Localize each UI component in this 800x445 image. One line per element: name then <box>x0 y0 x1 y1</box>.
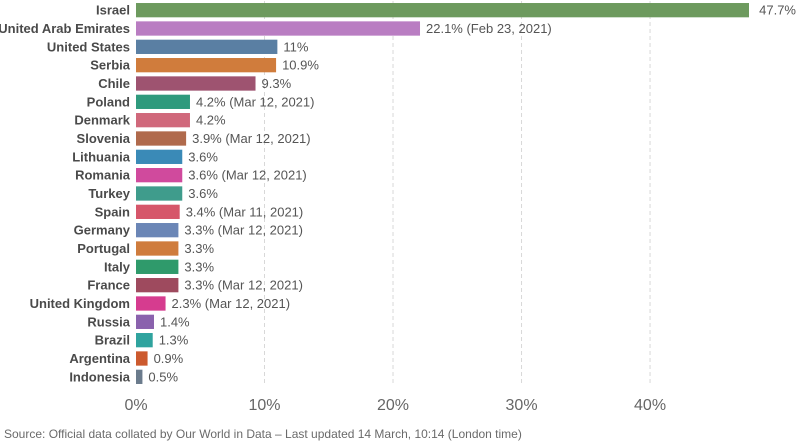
bar <box>136 113 190 128</box>
x-tick-label: 30% <box>506 397 538 414</box>
x-tick-label: 20% <box>377 397 409 414</box>
bar <box>136 186 183 201</box>
bar <box>136 278 179 293</box>
bar <box>136 76 256 91</box>
category-label: Turkey <box>88 186 130 201</box>
bar <box>136 3 749 18</box>
category-label: United Arab Emirates <box>0 21 130 36</box>
category-label: Poland <box>87 94 130 109</box>
bar <box>136 21 421 36</box>
bar <box>136 296 166 311</box>
value-label: 3.4% (Mar 11, 2021) <box>186 204 304 219</box>
bar <box>136 223 179 238</box>
bar <box>136 259 179 274</box>
bar <box>136 58 277 73</box>
bars <box>136 3 749 384</box>
value-label: 47.7% <box>759 3 796 18</box>
value-label: 3.3% (Mar 12, 2021) <box>184 278 303 293</box>
x-tick-label: 0% <box>124 397 147 414</box>
value-label: 3.3% <box>184 259 214 274</box>
source-note: Source: Official data collated by Our Wo… <box>4 427 522 441</box>
category-label: Italy <box>104 259 131 274</box>
category-label: Denmark <box>74 113 130 128</box>
bar <box>136 333 153 348</box>
value-label: 3.3% <box>184 241 214 256</box>
category-label: Argentina <box>69 351 130 366</box>
bar <box>136 94 190 109</box>
category-label: United States <box>47 39 130 54</box>
category-label: Chile <box>98 76 130 91</box>
x-tick-label: 40% <box>634 397 666 414</box>
gridlines <box>264 1 651 386</box>
category-label: France <box>87 278 130 293</box>
value-label: 10.9% <box>282 58 319 73</box>
value-label: 0.9% <box>154 351 184 366</box>
bar <box>136 149 183 164</box>
bar <box>136 351 148 366</box>
category-label: Spain <box>95 204 130 219</box>
bar <box>136 241 179 256</box>
value-label: 3.9% (Mar 12, 2021) <box>192 131 311 146</box>
value-label: 4.2% <box>196 113 226 128</box>
value-label: 11% <box>283 39 308 54</box>
category-label: Germany <box>74 223 131 238</box>
category-label: Portugal <box>77 241 130 256</box>
bar <box>136 131 187 146</box>
value-label: 9.3% <box>262 76 292 91</box>
category-label: Serbia <box>90 58 131 73</box>
value-label: 3.6% (Mar 12, 2021) <box>188 168 307 183</box>
value-label: 3.3% (Mar 12, 2021) <box>184 223 303 238</box>
value-label: 3.6% <box>188 186 218 201</box>
category-label: United Kingdom <box>30 296 130 311</box>
value-label: 4.2% (Mar 12, 2021) <box>196 94 315 109</box>
value-label: 1.3% <box>159 333 189 348</box>
category-label: Israel <box>96 3 130 18</box>
value-label: 2.3% (Mar 12, 2021) <box>172 296 291 311</box>
value-label: 1.4% <box>160 314 190 329</box>
x-tick-label: 10% <box>248 397 280 414</box>
category-label: Slovenia <box>77 131 131 146</box>
category-label: Russia <box>87 314 130 329</box>
value-label: 3.6% <box>188 149 218 164</box>
bar <box>136 204 180 219</box>
bar <box>136 168 183 183</box>
category-label: Lithuania <box>72 149 131 164</box>
bar <box>136 39 278 54</box>
bar <box>136 369 143 384</box>
bar <box>136 314 154 329</box>
labels: Israel 47.7% United Arab Emirates 22.1% (Fe… <box>0 3 796 385</box>
category-label: Brazil <box>95 333 130 348</box>
x-axis-ticks: 0% 10% 20% 30% 40% <box>124 397 666 414</box>
category-label: Romania <box>75 168 131 183</box>
value-label: 0.5% <box>148 369 178 384</box>
category-label: Indonesia <box>69 369 130 384</box>
value-label: 22.1% (Feb 23, 2021) <box>426 21 552 36</box>
